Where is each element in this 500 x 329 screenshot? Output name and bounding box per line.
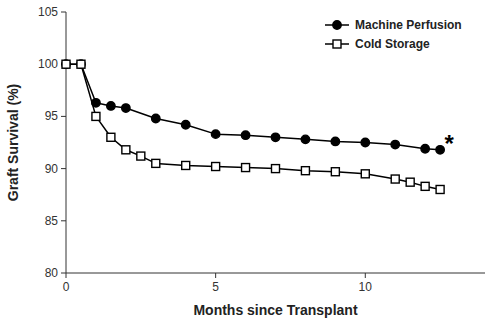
data-point — [391, 175, 399, 183]
data-point — [77, 60, 85, 68]
data-point — [92, 99, 100, 107]
x-tick — [215, 273, 216, 278]
data-point — [421, 182, 429, 190]
y-tick — [61, 273, 66, 274]
y-tick — [61, 116, 66, 117]
data-point — [122, 146, 130, 154]
y-tick — [61, 12, 66, 13]
chart: 0 5 10 80 85 90 95 100 105 Months since Transplan… — [0, 0, 500, 329]
x-axis-label: Months since Transplant — [193, 302, 357, 318]
legend-marker — [333, 21, 341, 29]
y-tick-label: 95 — [45, 109, 59, 123]
data-point — [361, 138, 369, 146]
legend: Machine Perfusion Cold Storage — [325, 18, 462, 51]
x-tick — [66, 273, 67, 278]
data-point — [107, 133, 115, 141]
data-point — [421, 145, 429, 153]
data-point — [77, 60, 85, 68]
data-point — [62, 60, 70, 68]
y-tick-label: 80 — [45, 266, 59, 280]
data-point — [406, 178, 414, 186]
data-point — [436, 146, 444, 154]
data-point — [242, 164, 250, 172]
series-line — [66, 64, 440, 189]
x-tick-label: 10 — [359, 280, 373, 294]
data-point — [301, 167, 309, 175]
y-tick-label: 100 — [38, 57, 58, 71]
y-tick-label: 85 — [45, 214, 59, 228]
data-point — [137, 152, 145, 160]
data-point — [211, 130, 219, 138]
legend-marker — [333, 40, 341, 48]
y-tick-label: 90 — [45, 162, 59, 176]
lines — [66, 64, 440, 189]
y-axis — [66, 12, 67, 273]
data-point — [241, 131, 249, 139]
annotation: * — [444, 130, 454, 157]
y-tick-label: 105 — [38, 5, 58, 19]
x-axis — [66, 273, 485, 274]
legend-label: Machine Perfusion — [355, 18, 462, 32]
data-point — [331, 137, 339, 145]
data-point — [361, 170, 369, 178]
data-point — [436, 185, 444, 193]
data-point — [122, 104, 130, 112]
y-tick — [61, 168, 66, 169]
data-point — [212, 163, 220, 171]
data-point — [301, 135, 309, 143]
data-point — [107, 102, 115, 110]
data-point — [182, 121, 190, 129]
legend-label: Cold Storage — [355, 37, 430, 51]
data-point — [62, 60, 70, 68]
data-point — [272, 165, 280, 173]
x-tick-label: 0 — [63, 280, 70, 294]
data-point — [271, 133, 279, 141]
data-point — [92, 112, 100, 120]
data-point — [391, 140, 399, 148]
data-point — [182, 161, 190, 169]
y-tick — [61, 220, 66, 221]
markers — [62, 60, 445, 193]
data-point — [331, 168, 339, 176]
x-tick — [365, 273, 366, 278]
data-point — [152, 159, 160, 167]
data-point — [152, 114, 160, 122]
series-line — [66, 64, 440, 150]
x-tick-label: 5 — [212, 280, 219, 294]
y-axis-label: Graft Survival (%) — [5, 84, 21, 201]
